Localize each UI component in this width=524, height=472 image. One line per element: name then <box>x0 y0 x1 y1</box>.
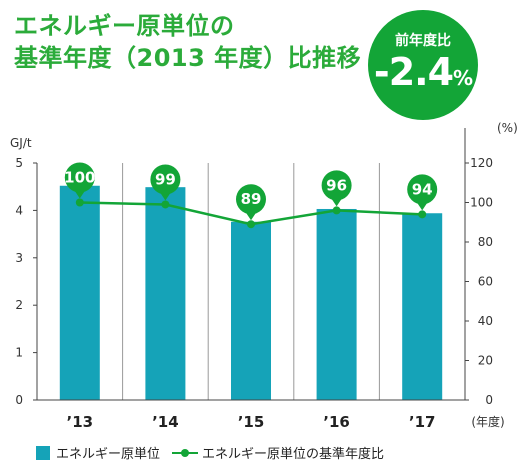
line-point <box>247 220 255 229</box>
y-right-tick-label: 60 <box>478 275 493 289</box>
y-right-tick-label: 80 <box>478 235 493 249</box>
data-label-bubble <box>236 184 266 215</box>
legend-swatch-bar <box>36 446 50 460</box>
x-category-label: ’15 <box>238 413 265 431</box>
legend-item-bar: エネルギー原単位 <box>36 443 160 462</box>
bar-series <box>59 185 443 400</box>
yoy-change-label: 前年度比 <box>395 33 451 49</box>
x-axis-unit: (年度) <box>471 414 504 429</box>
data-label-bubble <box>321 170 352 201</box>
y-left-tick-label: 2 <box>15 298 23 312</box>
yoy-change-value: -2.4% <box>368 50 478 94</box>
bar <box>145 187 186 400</box>
data-label-text: 89 <box>241 190 262 208</box>
line-point <box>332 206 341 215</box>
data-label-bubble <box>150 164 181 195</box>
bar <box>316 208 357 400</box>
x-category-label: ’17 <box>409 413 436 431</box>
bar <box>231 221 271 400</box>
legend-item-line: エネルギー原単位の基準年度比 <box>172 443 384 462</box>
y-left-unit: GJ/t <box>10 136 32 150</box>
yoy-change-number: -2.4 <box>373 50 454 94</box>
data-label-text: 94 <box>412 180 433 198</box>
y-left-tick-label: 4 <box>15 203 23 217</box>
chart-title: エネルギー原単位の 基準年度（2013 年度）比推移 <box>14 10 361 74</box>
x-category-label: ’13 <box>67 413 94 431</box>
y-left-tick-label: 1 <box>15 346 23 360</box>
chart-title-line-2: 基準年度（2013 年度）比推移 <box>14 44 362 72</box>
data-label-text: 96 <box>326 176 347 194</box>
legend-label-bar: エネルギー原単位 <box>56 447 161 462</box>
legend-swatch-line <box>172 446 198 460</box>
data-label-bubble <box>64 162 95 193</box>
line-point <box>418 210 427 219</box>
legend-label-line: エネルギー原単位の基準年度比 <box>202 447 385 462</box>
y-right-tick-label: 120 <box>470 156 493 170</box>
line-series: 100 99 89 96 94 <box>64 162 438 229</box>
y-right-unit: (%) <box>497 121 518 135</box>
line-point <box>161 200 170 209</box>
x-category-label: ’16 <box>323 413 350 431</box>
bar <box>59 185 100 400</box>
line-point <box>75 198 84 207</box>
data-label-text: 100 <box>64 169 95 187</box>
y-right-tick-label: 40 <box>478 314 493 328</box>
y-left-tick-label: 0 <box>15 393 23 407</box>
data-label-bubble <box>407 174 438 205</box>
data-label-text: 99 <box>155 170 176 188</box>
chart-title-line-1: エネルギー原単位の <box>14 12 235 40</box>
y-right-tick-label: 20 <box>478 354 493 368</box>
y-left-tick-label: 5 <box>15 156 23 170</box>
yoy-change-unit: % <box>453 66 473 90</box>
x-category-label: ’14 <box>152 413 179 431</box>
yoy-change-badge: 前年度比 -2.4% <box>368 10 478 120</box>
chart-axes: 0 1 2 3 4 5 GJ/t 0 20 40 60 80 100 120 (%) ’13 ’14 ’15 ’16… <box>10 121 518 431</box>
y-right-tick-label: 100 <box>470 196 493 210</box>
y-right-tick-label: 0 <box>485 393 493 407</box>
y-left-tick-label: 3 <box>15 251 23 265</box>
bar <box>402 213 443 400</box>
